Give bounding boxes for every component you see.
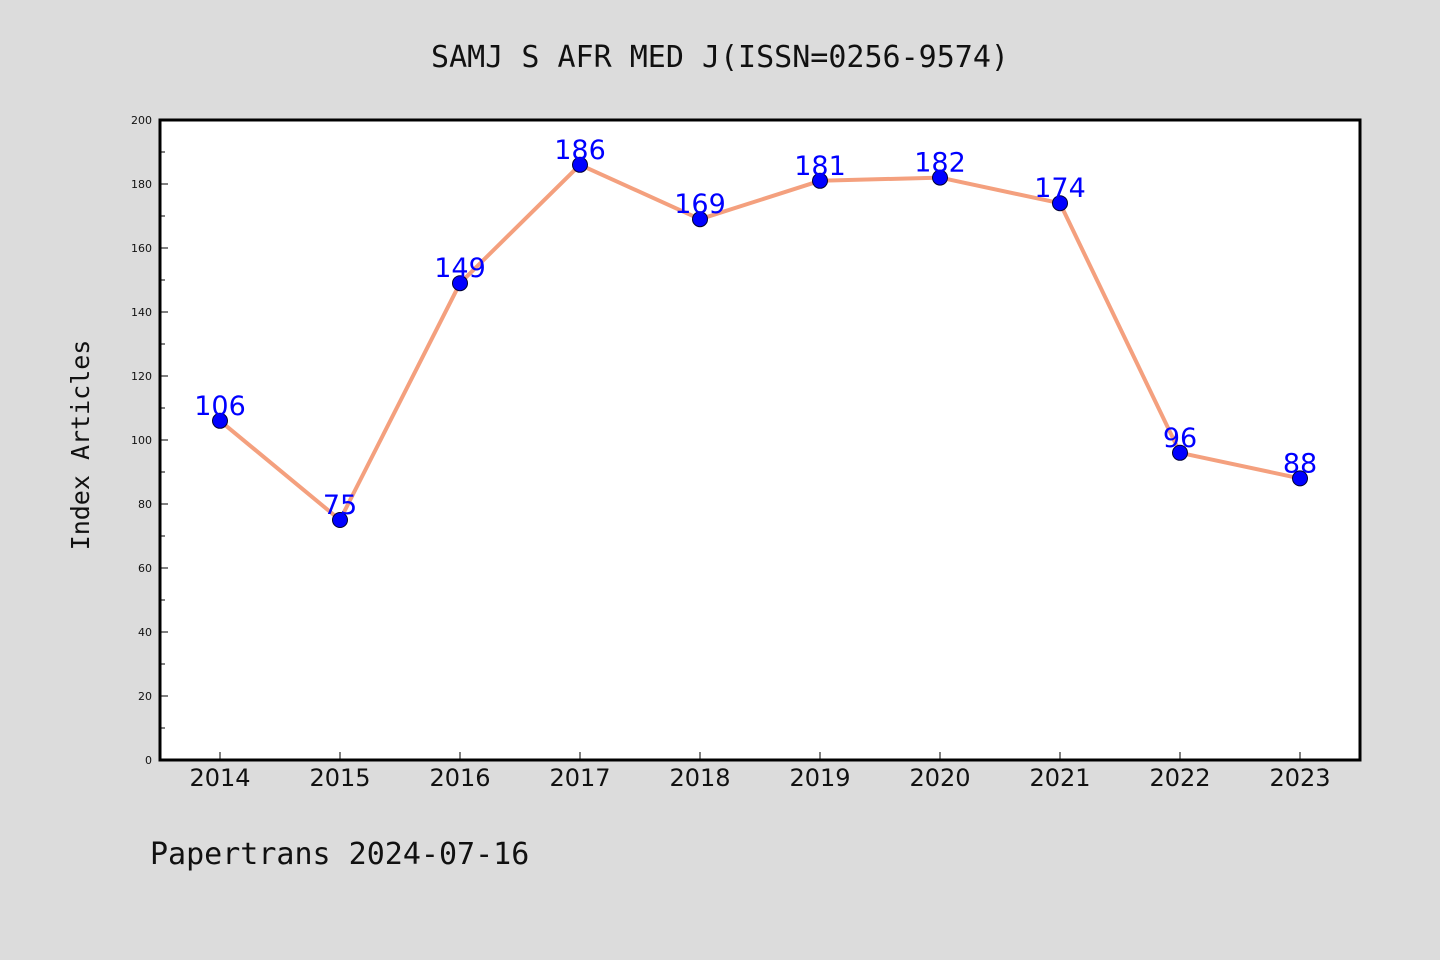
x-axis-ticks: 2014 2015 2016 2017 2018 2019 2020 2021 2022 2023 — [189, 752, 1331, 792]
data-point — [332, 512, 348, 528]
y-tick-label: 80 — [138, 498, 152, 511]
x-tick-label: 2018 — [669, 764, 730, 792]
y-tick-label: 60 — [138, 562, 152, 575]
data-label: 169 — [674, 189, 726, 220]
y-tick-label: 120 — [131, 370, 152, 383]
y-axis-ticks: 0 20 40 60 80 100 120 140 160 180 200 — [131, 114, 168, 767]
data-point — [572, 156, 588, 173]
data-point — [212, 412, 228, 429]
data-point — [1172, 444, 1188, 461]
data-point — [452, 275, 468, 292]
footer-text: Papertrans 2024-07-16 — [150, 837, 529, 872]
x-tick-label: 2022 — [1149, 764, 1210, 792]
y-tick-label: 180 — [131, 178, 152, 191]
data-label: 88 — [1283, 448, 1317, 479]
data-markers — [212, 156, 1308, 528]
series-line — [218, 162, 1301, 522]
chart-title: SAMJ S AFR MED J(ISSN=0256-9574) — [431, 40, 1009, 75]
data-label: 182 — [914, 148, 966, 179]
data-labels: 106 75 149 186 169 181 182 174 96 88 — [194, 135, 1317, 521]
x-tick-label: 2017 — [549, 764, 610, 792]
data-point — [812, 172, 828, 189]
y-tick-label: 0 — [145, 754, 152, 767]
x-tick-label: 2016 — [429, 764, 490, 792]
data-label: 186 — [554, 135, 606, 166]
data-point — [1052, 195, 1068, 212]
data-label: 75 — [323, 490, 357, 521]
data-label: 174 — [1034, 173, 1086, 204]
x-tick-label: 2015 — [309, 764, 370, 792]
y-tick-label: 160 — [131, 242, 152, 255]
x-tick-label: 2014 — [189, 764, 250, 792]
y-tick-label: 200 — [131, 114, 152, 127]
y-tick-label: 20 — [138, 690, 152, 703]
y-tick-label: 100 — [131, 434, 152, 447]
y-tick-label: 40 — [138, 626, 152, 639]
y-tick-label: 140 — [131, 306, 152, 319]
plot-frame — [158, 118, 1362, 762]
x-tick-label: 2021 — [1029, 764, 1090, 792]
x-tick-label: 2020 — [909, 764, 970, 792]
x-tick-label: 2019 — [789, 764, 850, 792]
x-tick-label: 2023 — [1269, 764, 1330, 792]
data-label: 181 — [794, 151, 846, 182]
data-label: 106 — [194, 391, 246, 422]
data-point — [1292, 470, 1308, 487]
y-axis-label: Index Articles — [66, 340, 95, 551]
plot-area — [160, 120, 1360, 760]
data-point — [692, 211, 708, 228]
data-label: 96 — [1163, 423, 1197, 454]
data-point — [932, 169, 948, 186]
data-label: 149 — [434, 253, 486, 284]
